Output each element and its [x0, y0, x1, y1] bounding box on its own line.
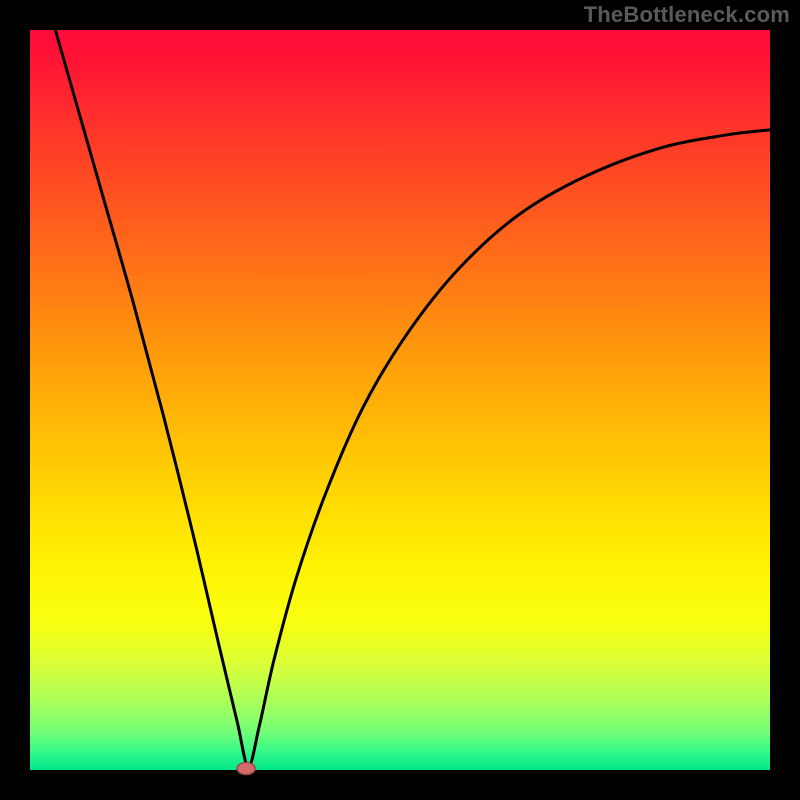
chart-container: TheBottleneck.com [0, 0, 800, 800]
watermark-text: TheBottleneck.com [584, 2, 790, 28]
bottleneck-chart [0, 0, 800, 800]
plot-background [30, 30, 770, 770]
optimum-marker [237, 763, 255, 775]
